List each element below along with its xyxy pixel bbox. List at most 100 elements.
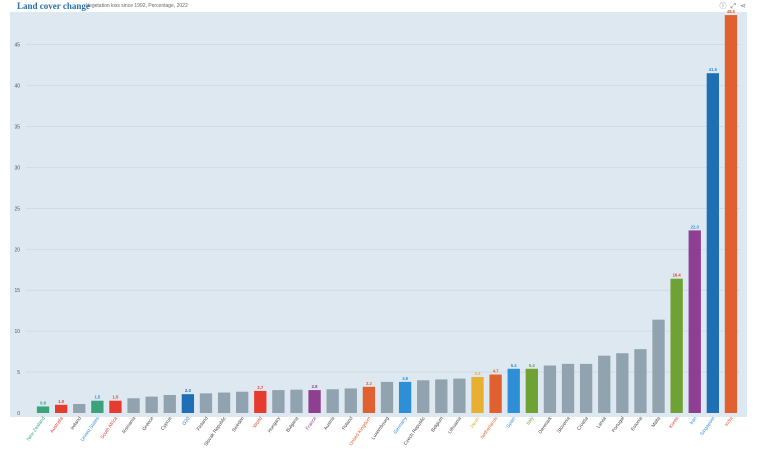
x-tick-label: Romania (121, 415, 137, 434)
x-tick-label: Sweden (231, 415, 246, 433)
bar (36, 406, 50, 413)
x-tick-label: Japan (469, 415, 482, 429)
x-tick-label: Ireland (70, 415, 84, 431)
chart-header: Land cover change Vegetation loss since … (0, 0, 768, 12)
x-tick-label: Portugal (611, 416, 626, 434)
x-tick-label: Cyprus (160, 415, 174, 431)
data-label: 48.6 (727, 9, 736, 14)
bar (489, 374, 502, 413)
x-tick-label: Australia (49, 415, 65, 434)
x-tick-label: Finland (196, 415, 210, 432)
data-label: 1.0 (58, 399, 64, 404)
data-label: 5.4 (529, 363, 535, 368)
bar (326, 389, 339, 413)
x-tick-label: Latvia (596, 415, 608, 429)
bar (344, 388, 357, 413)
data-label: 3.8 (402, 376, 408, 381)
x-tick-label: Estonia (630, 415, 644, 432)
x-tick-label: Austria (323, 415, 337, 431)
bar (453, 378, 466, 413)
data-label: 2.8 (312, 384, 318, 389)
x-tick-label: Lithuania (447, 415, 463, 435)
x-tick-label: World (252, 415, 264, 429)
expand-icon[interactable]: ⤢ (730, 3, 737, 10)
bar (688, 230, 701, 413)
data-label: 16.4 (673, 273, 682, 278)
bar (724, 15, 738, 414)
data-label: 1.5 (94, 395, 100, 400)
y-tick-label: 30 (14, 165, 20, 171)
x-tick-label: Spain (505, 415, 517, 429)
bar (217, 392, 231, 413)
data-label: 5.4 (511, 363, 517, 368)
x-tick-label: Netherlands (479, 415, 499, 440)
bar (127, 398, 140, 413)
y-tick-label: 45 (14, 43, 20, 49)
bar (163, 394, 176, 413)
bar (236, 391, 249, 413)
bar (91, 400, 104, 413)
bar (652, 319, 665, 413)
x-tick-label: Croatia (576, 415, 590, 431)
x-tick-label: United States (80, 415, 102, 443)
bar (308, 390, 321, 413)
bar (417, 380, 430, 413)
x-tick-label: Belgium (430, 416, 445, 434)
bar (561, 363, 575, 413)
bar (290, 389, 303, 413)
x-tick-label: Singapore (699, 415, 717, 437)
share-icon[interactable]: ⋖ (740, 3, 746, 10)
bar (398, 381, 412, 413)
y-tick-label: 35 (14, 124, 20, 130)
info-icon[interactable]: ⓘ (719, 3, 727, 10)
x-tick-label: G20 (181, 415, 191, 426)
x-tick-label: Hungary (267, 415, 283, 434)
data-label: 0.8 (40, 400, 46, 405)
bar (199, 393, 213, 413)
data-label: 2.7 (257, 385, 263, 390)
bar (362, 386, 376, 413)
x-tick-label: South Africa (99, 415, 119, 440)
x-tick-label: India (724, 415, 735, 427)
bar (380, 381, 394, 413)
bar (181, 394, 195, 413)
y-tick-label: 25 (14, 206, 20, 212)
bar (54, 404, 68, 413)
bar (435, 379, 448, 413)
bar (254, 390, 267, 413)
data-label: 3.2 (366, 381, 372, 386)
x-tick-label: Bulgaria (285, 415, 300, 433)
x-tick-label: New Zealand (26, 415, 47, 442)
data-label: 4.7 (493, 369, 499, 374)
bar (670, 278, 683, 413)
toolbar: ⓘ ⤢ ⋖ (716, 1, 746, 11)
chart-subtitle: Vegetation loss since 1992, Percentage, … (86, 3, 188, 9)
chart-title: Land cover change (17, 1, 90, 11)
bar (543, 365, 557, 413)
data-label: 22.3 (691, 224, 700, 229)
x-tick-label: France (305, 415, 319, 431)
bar (634, 349, 647, 413)
bar (616, 353, 629, 413)
data-label: 41.5 (709, 67, 718, 72)
y-tick-label: 15 (14, 288, 20, 294)
data-label: 2.3 (185, 388, 191, 393)
x-tick-label: Korea (668, 415, 680, 429)
bar (525, 368, 538, 413)
x-tick-label: Germany (393, 415, 410, 435)
x-tick-label: Italy (525, 415, 535, 426)
y-tick-label: 5 (17, 370, 20, 376)
y-tick-label: 10 (14, 329, 20, 335)
bar (579, 363, 593, 413)
data-label: 1.5 (113, 395, 119, 400)
bar (272, 390, 285, 413)
bar (471, 376, 484, 413)
plot-area (10, 12, 747, 417)
x-tick-label: Poland (341, 415, 355, 431)
bar (145, 396, 158, 413)
bar (706, 73, 720, 413)
bar (109, 400, 122, 413)
x-tick-label: Malta (651, 415, 663, 428)
data-label: 4.4 (475, 371, 481, 376)
x-tick-label: Slovenia (556, 415, 572, 434)
